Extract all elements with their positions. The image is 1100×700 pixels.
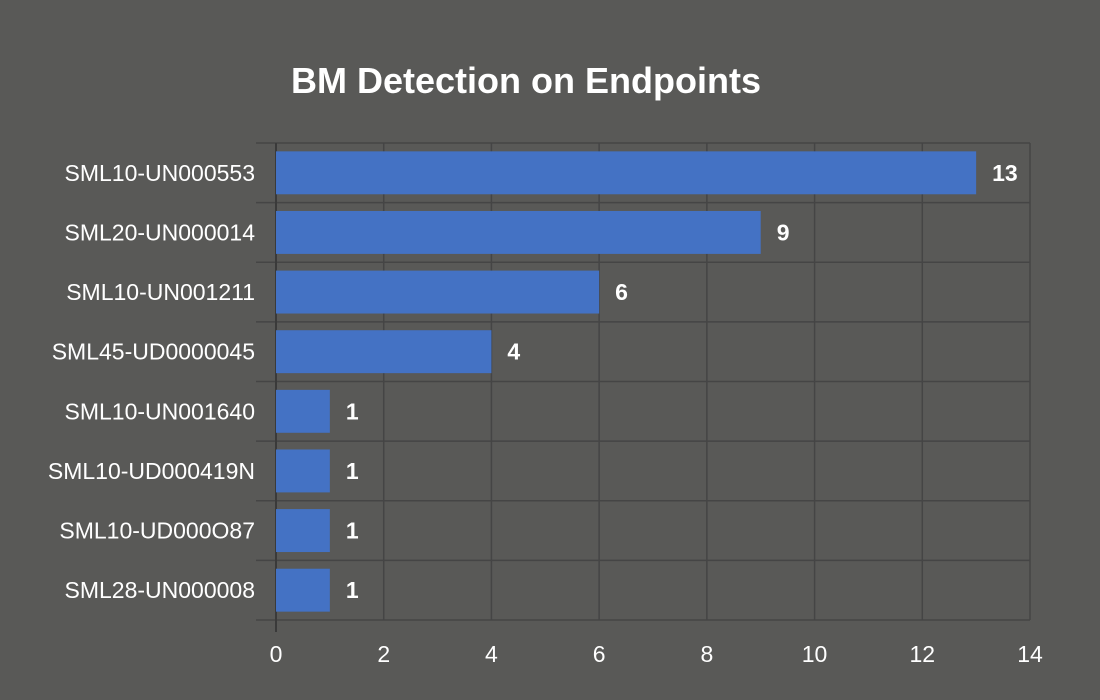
data-label: 1 [346,458,359,484]
x-tick-label: 4 [485,641,498,667]
x-tick-label: 12 [909,641,935,667]
category-label: SML10-UN001211 [66,279,255,305]
x-tick-label: 0 [270,641,283,667]
data-label: 1 [346,577,359,603]
bar [276,270,600,314]
bar [276,568,330,612]
x-tick-label: 14 [1017,641,1043,667]
data-label: 9 [777,219,790,245]
data-label: 4 [507,339,520,365]
category-label: SML28-UN000008 [64,577,255,603]
x-tick-label: 10 [802,641,828,667]
category-label: SML45-UD0000045 [52,339,255,365]
data-label: 1 [346,518,359,544]
bar [276,151,977,195]
x-tick-label: 6 [593,641,606,667]
bars [276,151,977,612]
category-label: SML10-UD000419N [48,458,255,484]
bar [276,210,761,254]
chart-title: BM Detection on Endpoints [291,60,761,101]
category-label: SML10-UN000553 [64,160,255,186]
bar [276,389,330,433]
bar [276,330,492,374]
category-label: SML10-UN001640 [64,398,255,424]
x-tick-label: 8 [700,641,713,667]
bar [276,449,330,493]
category-label: SML20-UN000014 [64,219,255,245]
data-label: 1 [346,398,359,424]
category-label: SML10-UD000O87 [59,518,255,544]
x-tick-label: 2 [377,641,390,667]
data-label: 13 [992,160,1018,186]
bar [276,509,330,553]
data-label: 6 [615,279,628,305]
